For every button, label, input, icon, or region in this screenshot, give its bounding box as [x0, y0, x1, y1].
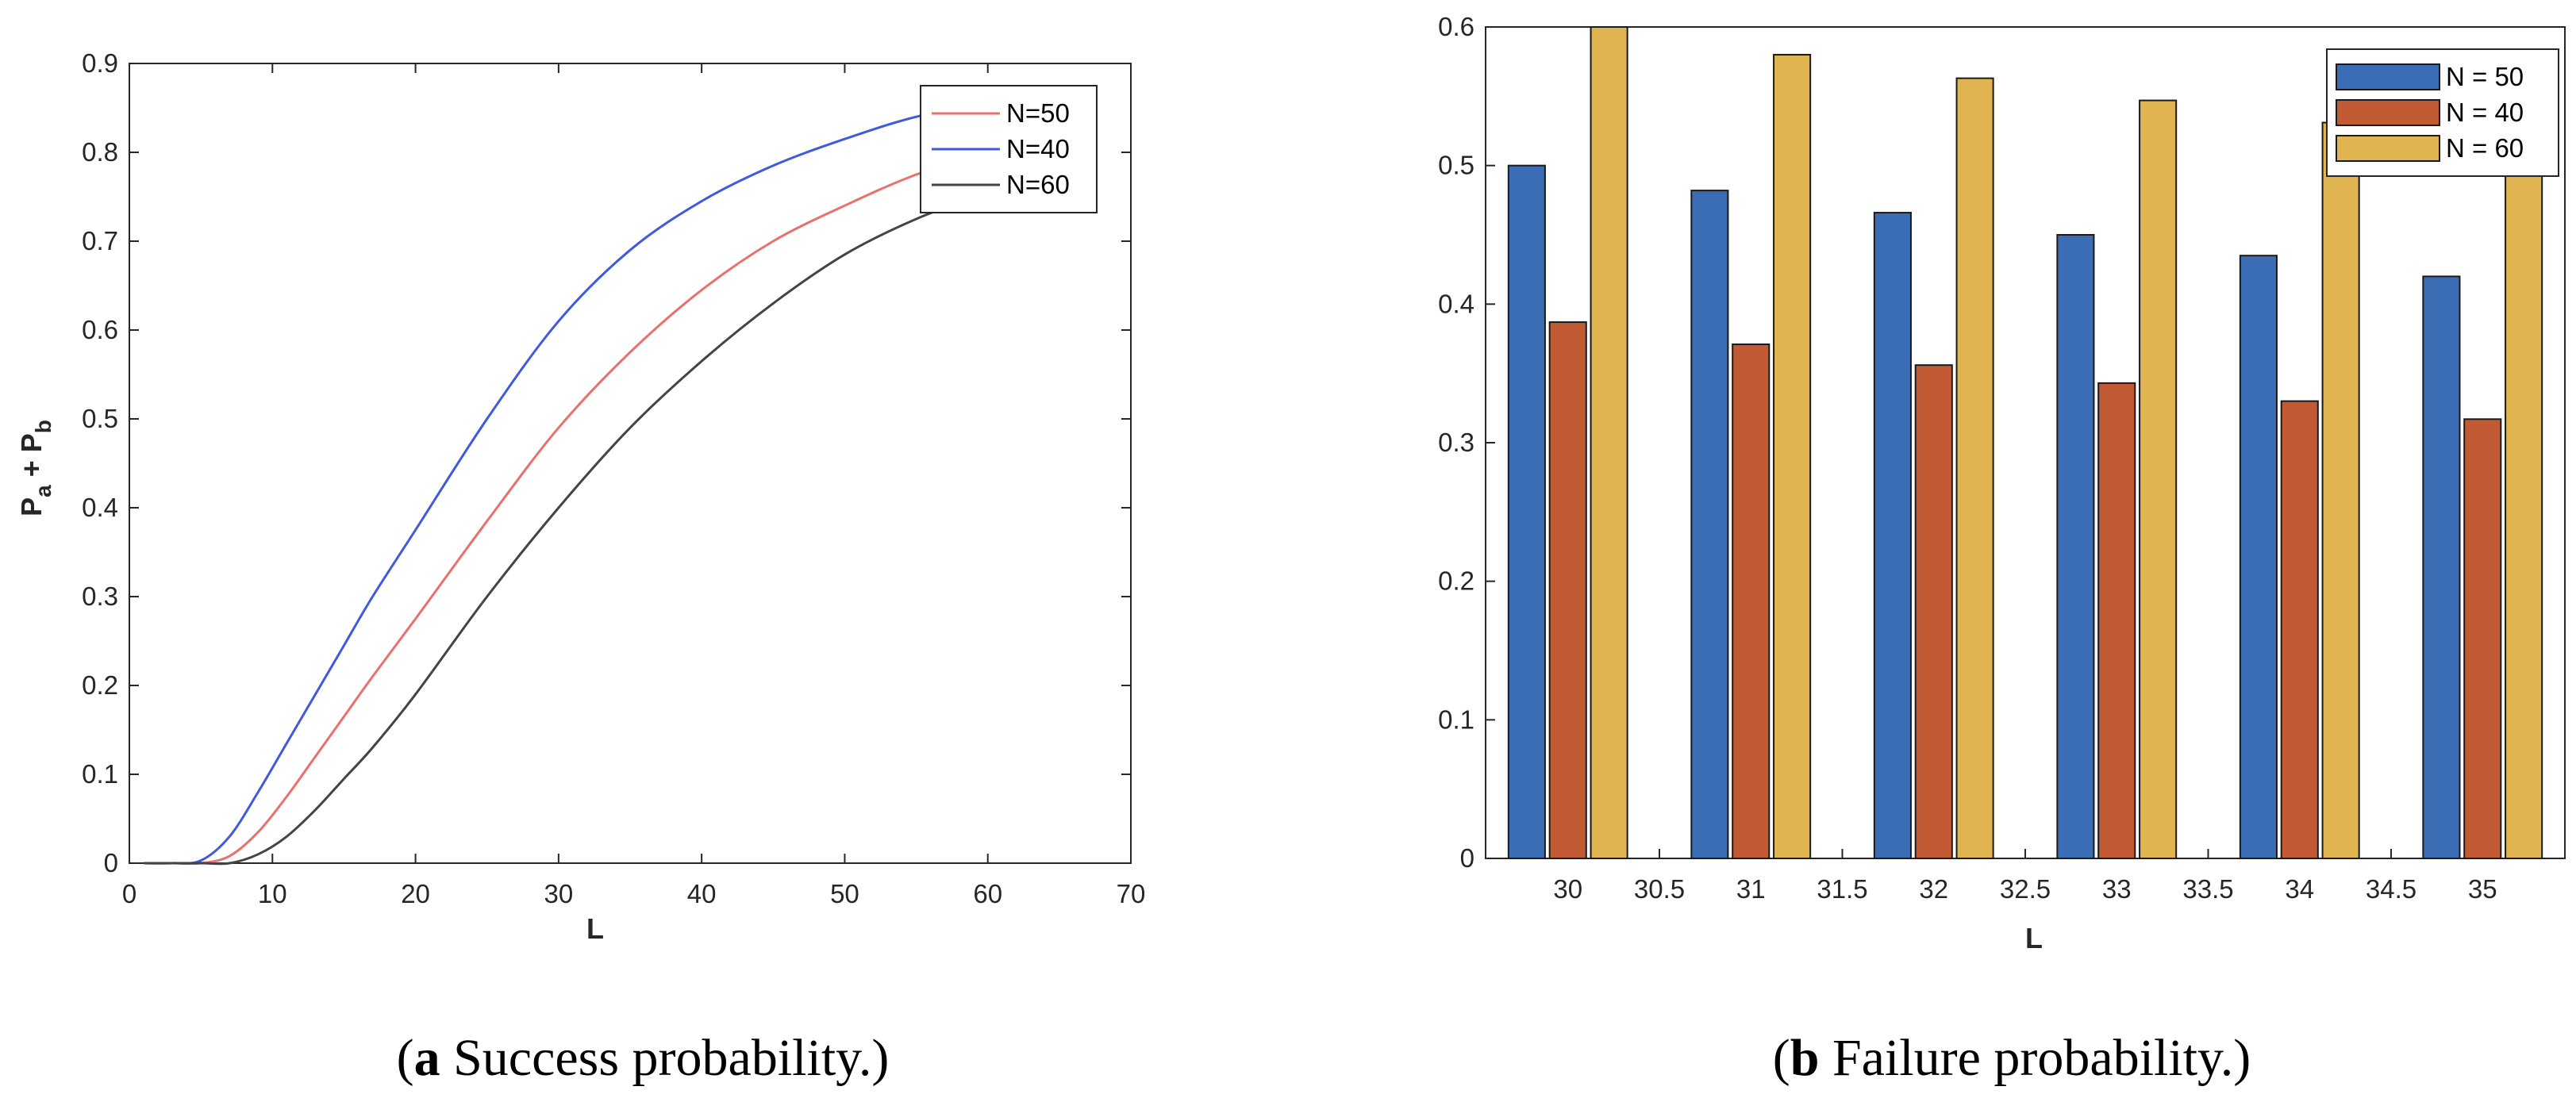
- y-tick-label: 0.6: [82, 315, 118, 344]
- x-tick-label: 31.5: [1817, 874, 1867, 904]
- legend-entry-label: N=60: [1006, 170, 1070, 199]
- bar-n-60-32: [1955, 77, 1994, 860]
- x-tick-label: 40: [687, 879, 717, 908]
- x-tick-label: 33.5: [2182, 874, 2233, 904]
- y-label-sub-b: b: [31, 420, 56, 433]
- bar-n-40-34: [2280, 400, 2319, 860]
- y-label-sub-a: a: [31, 485, 56, 497]
- bar-n-50-31: [1690, 190, 1729, 859]
- y-tick-label: 0.6: [1438, 12, 1474, 41]
- x-tick-label: 33: [2102, 874, 2132, 904]
- svg-text:Pa + Pb: Pa + Pb: [15, 420, 56, 516]
- bar-n-40-30: [1548, 321, 1587, 860]
- legend-swatch: [2336, 135, 2440, 162]
- caption-b: (b Failure probability.): [1773, 1029, 2251, 1087]
- y-label-p: P: [15, 497, 48, 516]
- legend: N=50 N=40 N=60: [920, 85, 1098, 213]
- legend-entry-label: N=50: [1006, 98, 1070, 128]
- legend-entry-label: N=40: [1006, 134, 1070, 163]
- bar-n-50-34: [2239, 255, 2278, 859]
- bar-n-40-31: [1732, 343, 1771, 859]
- bars: [1507, 26, 2543, 860]
- y-axis-label: Pa + Pb: [15, 420, 56, 516]
- legend-entry-label: N = 60: [2446, 133, 2524, 163]
- caption-b-letter: b: [1790, 1029, 1820, 1087]
- y-tick-label: 0.4: [82, 493, 118, 522]
- y-tick-label: 0.1: [82, 759, 118, 789]
- x-tick-label: 30.5: [1634, 874, 1685, 904]
- bar-n-50-30: [1507, 164, 1546, 859]
- y-axis-ticks: 0 0.1 0.2 0.3 0.4 0.5 0.6 0.7 0.8 0.9 0 10 20 30 40 50 6…: [82, 48, 1145, 908]
- y-tick-label: 0.3: [82, 582, 118, 611]
- legend-entry-label: N = 50: [2446, 62, 2524, 91]
- x-tick-label: 32.5: [2000, 874, 2051, 904]
- y-tick-label: 0.2: [82, 670, 118, 700]
- x-tick-label: 35: [2468, 874, 2497, 904]
- y-tick-label: 0: [104, 848, 118, 877]
- x-tick-label: 34.5: [2366, 874, 2416, 904]
- y-tick-label: 0.4: [1438, 289, 1474, 318]
- bar-n-40-33: [2097, 382, 2136, 860]
- x-tick-label: 60: [973, 879, 1002, 908]
- x-tick-label: 10: [258, 879, 287, 908]
- y-tick-label: 0.2: [1438, 566, 1474, 596]
- series-line-n-60: [144, 178, 1032, 866]
- series-lines: [144, 98, 1032, 866]
- y-tick-label: 0.5: [82, 404, 118, 433]
- x-tick-label: 30: [544, 879, 573, 908]
- series-line-n-40: [144, 98, 1031, 865]
- x-tick-label: 50: [830, 879, 859, 908]
- y-tick-label: 0.3: [1438, 428, 1474, 457]
- x-axis-label: L: [586, 912, 604, 945]
- y-tick-label: 0.8: [82, 137, 118, 167]
- bar-n-50-33: [2056, 234, 2095, 859]
- x-tick-label: 20: [401, 879, 430, 908]
- caption-a: (a Success probability.): [397, 1029, 890, 1087]
- y-tick-label: 0.9: [82, 48, 118, 78]
- legend-entry-label: N = 40: [2446, 98, 2524, 127]
- caption-b-text: Failure probability.: [1819, 1029, 2233, 1087]
- axis-ticks: 0 0.1 0.2 0.3 0.4 0.5 0.6 30 30.5 31 31.5 32 32.5 33 3…: [1438, 12, 2497, 904]
- panel-a-line-chart: 0 0.1 0.2 0.3 0.4 0.5 0.6 0.7 0.8 0.9 0 10 20 30 40 50 6…: [15, 48, 1145, 945]
- x-tick-label: 32: [1919, 874, 1948, 904]
- bar-n-60-33: [2139, 99, 2178, 860]
- series-line-n-50: [144, 142, 1032, 866]
- bar-n-50-32: [1873, 212, 1912, 859]
- x-tick-label: 30: [1553, 874, 1582, 904]
- x-axis-label: L: [2025, 922, 2043, 954]
- legend-swatch: [2336, 63, 2440, 90]
- y-tick-label: 0.5: [1438, 151, 1474, 180]
- bar-n-60-34: [2321, 121, 2360, 859]
- caption-a-text: Success probability.: [440, 1029, 872, 1087]
- panel-b-bar-chart: 0 0.1 0.2 0.3 0.4 0.5 0.6 30 30.5 31 31.5 32 32.5 33 3…: [1438, 12, 2566, 954]
- y-tick-label: 0.7: [82, 226, 118, 255]
- y-label-mid: + P: [15, 433, 48, 485]
- x-tick-label: 70: [1117, 879, 1146, 908]
- bar-n-40-32: [1914, 364, 1953, 860]
- bar-n-60-35: [2505, 144, 2543, 859]
- x-tick-label: 0: [122, 879, 136, 908]
- legend-swatch: [2336, 99, 2440, 126]
- caption-a-letter: a: [414, 1029, 440, 1087]
- bar-n-60-30: [1590, 26, 1628, 859]
- legend: N = 50 N = 40 N = 60: [2326, 48, 2559, 177]
- y-tick-label: 0.1: [1438, 704, 1474, 734]
- x-tick-label: 31: [1736, 874, 1766, 904]
- bar-n-60-31: [1773, 53, 1812, 859]
- bar-n-50-35: [2422, 275, 2461, 859]
- bar-n-40-35: [2463, 418, 2502, 859]
- x-tick-label: 34: [2285, 874, 2314, 904]
- y-tick-label: 0: [1460, 843, 1474, 873]
